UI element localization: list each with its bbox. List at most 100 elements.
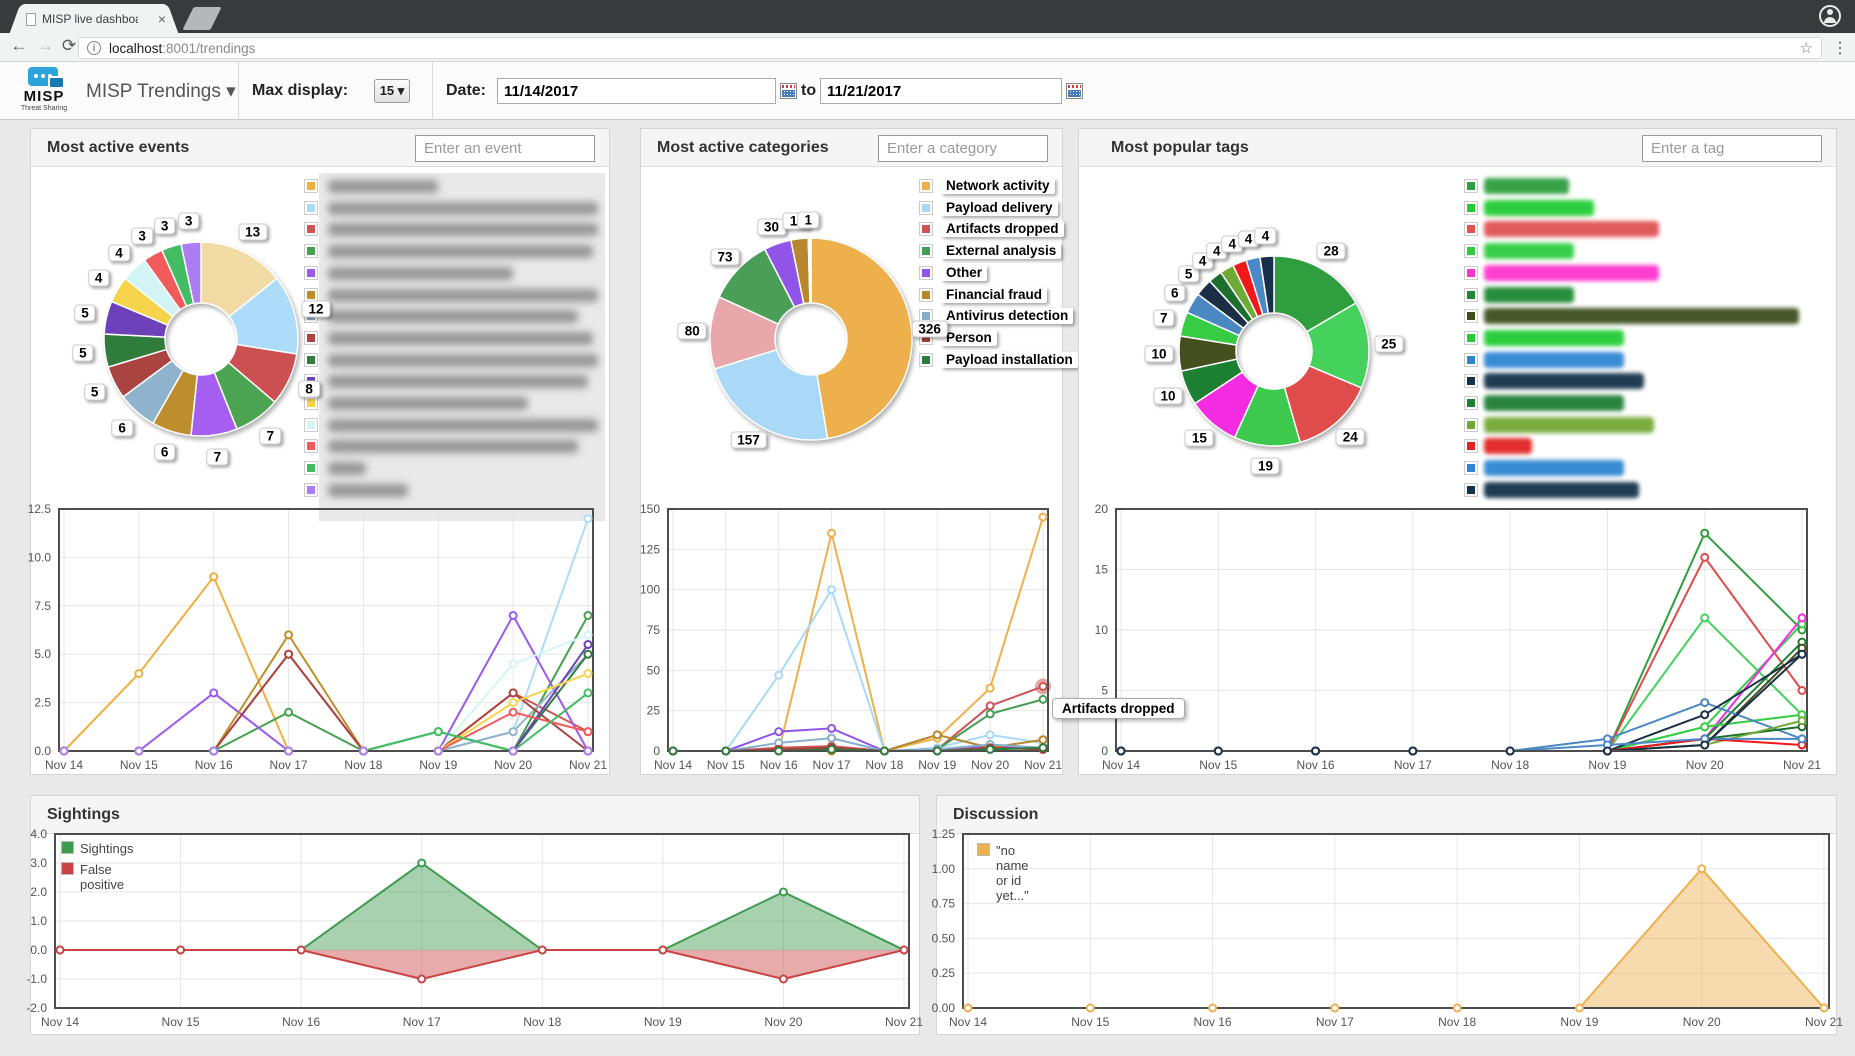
x-axis-tick-label: Nov 18 [523,1015,561,1029]
pie-value-label: 28 [1316,242,1346,260]
x-axis-tick-label: Nov 20 [1683,1015,1721,1029]
blurred-tag-pill [1484,221,1659,238]
event-search-input[interactable] [415,135,595,162]
y-axis-tick-label: 0.50 [932,931,956,945]
browser-profile-icon[interactable] [1819,5,1841,27]
date-label: Date: [446,82,487,99]
panel-header: Most active categories [641,129,1062,167]
browser-menu-icon[interactable]: ⋮ [1832,40,1848,57]
y-axis-tick-label: 10.0 [28,550,52,564]
x-axis-tick-label: Nov 14 [41,1015,79,1029]
x-axis-tick-label: Nov 19 [419,758,457,772]
max-display-select[interactable]: 15 ▾ [374,79,410,103]
legend-label: External analysis [941,243,1062,260]
legend-label: Person [941,329,997,346]
x-axis-tick-label: Nov 20 [494,758,532,772]
legend-item: Artifacts dropped [919,221,1069,238]
categories-donut-chart[interactable]: 326157807330191 [641,167,1062,495]
legend-swatch-icon [304,417,318,432]
panel-title: Sightings [47,806,120,823]
legend-swatch-icon [1464,439,1478,454]
legend-label: Network activity [941,178,1055,194]
x-axis-tick-label: Nov 17 [403,1015,441,1029]
legend-item: Financial fraud [919,286,1069,304]
y-axis-tick-label: 5.0 [34,647,51,661]
panel-title: Most active events [47,139,190,156]
legend-swatch-icon [1464,482,1478,497]
x-axis-tick-label: Nov 15 [162,1015,200,1029]
y-axis-tick-label: 25 [647,704,661,718]
tags-line-chart[interactable]: 0 5 10 15 20 Nov 14 Nov 15 Nov 16 Nov 17 Nov 18 No… [1079,495,1836,775]
legend-item [1464,329,1824,347]
pie-slice[interactable] [180,241,202,305]
y-axis-tick-label: 100 [640,583,660,597]
pie-value-label: 13 [238,223,268,241]
blurred-tag-pill [1484,199,1594,216]
legend-swatch-icon [919,265,933,280]
misp-trendings-dropdown[interactable]: MISP Trendings ▾ [86,81,236,102]
pie-value-label: 157 [730,431,767,449]
tab-close-icon[interactable]: × [157,11,166,27]
pie-slice[interactable] [1273,255,1358,333]
blurred-legend-text [328,245,593,259]
tags-donut-chart[interactable]: 28 25 24 19 15 10 10 7 6 5 4 4 4 4 4 [1079,167,1836,495]
legend-swatch-icon [919,352,933,367]
x-axis-tick-label: Nov 21 [1783,758,1821,772]
blurred-legend-text [328,418,598,432]
x-axis-tick-label: Nov 14 [45,758,83,772]
url-text: localhost:8001/trendings [109,41,255,56]
x-axis-tick-label: Nov 20 [971,758,1009,772]
sightings-area-chart[interactable]: -2.0 -1.0 0.0 1.0 2.0 3.0 4.0 Nov 14 Nov 15 Nov 1… [26,827,923,1034]
y-axis-tick-label: 20 [1095,502,1109,516]
legend-label: Financial fraud [941,286,1048,303]
pie-value-label: 5 [72,344,94,362]
page-info-icon[interactable]: i [87,41,101,55]
forward-icon[interactable]: → [36,36,54,55]
legend-item [304,222,604,238]
blurred-tag-pill [1484,351,1624,368]
blurred-tag-pill [1484,264,1659,281]
x-axis-tick-label: Nov 15 [707,758,745,772]
y-axis-tick-label: 5 [1101,684,1108,698]
y-axis-tick-label: 0.00 [932,1001,956,1015]
legend-swatch-icon [977,843,990,856]
pie-value-label: 5 [74,304,96,322]
blurred-tag-pill [1484,395,1624,411]
events-line-chart[interactable]: 0.0 2.5 5.0 7.5 10.0 12.5 Nov 14 Nov 15 Nov 16 No… [28,495,609,775]
back-icon[interactable]: ← [10,36,28,55]
legend-swatch-icon [1464,287,1478,302]
reload-icon[interactable]: ⟳ [61,36,77,55]
pie-slice[interactable] [1259,255,1275,315]
date-to-input[interactable] [820,78,1062,104]
calendar-from-icon[interactable] [780,83,797,99]
calendar-to-icon[interactable] [1066,83,1083,99]
pie-slice[interactable] [809,237,812,304]
category-search-input[interactable] [878,135,1048,162]
legend-swatch-icon [304,200,318,215]
categories-line-chart[interactable]: 0 25 50 75 100 125 150 Nov 14 Nov 15 Nov 16 Nov 17… [640,495,1062,775]
bookmark-star-icon[interactable]: ☆ [1799,40,1813,57]
blurred-legend-text [328,331,593,345]
y-axis-tick-label: 3.0 [30,856,47,870]
legend-swatch-icon [304,482,318,497]
blurred-legend-text [328,201,598,215]
tag-search-input[interactable] [1642,135,1822,162]
date-from-input[interactable] [497,78,776,104]
pie-slice[interactable] [713,348,829,441]
new-tab-button[interactable] [182,7,222,30]
blurred-legend-text [328,310,578,324]
pie-value-label: 30 [757,218,787,236]
legend-item [304,439,604,455]
x-axis-tick-label: Nov 19 [644,1015,682,1029]
url-path: :8001/trendings [162,41,256,56]
legend-label: "no name or id yet..." [996,843,1029,903]
pie-slice[interactable] [810,237,913,440]
x-axis-tick-label: Nov 21 [569,758,607,772]
discussion-area-chart[interactable]: 0.00 0.25 0.50 0.75 1.00 1.25 Nov 14 Nov 15 Nov … [932,827,1844,1034]
browser-tab[interactable]: MISP live dashboard × [24,4,166,33]
address-bar-input[interactable]: i localhost:8001/trendings ☆ [78,37,1822,59]
events-donut-chart[interactable]: 13 12 8 7 7 6 6 5 5 5 4 4 3 3 3 [31,167,611,495]
y-axis-tick-label: 7.5 [34,599,51,613]
legend-item [1464,178,1824,195]
